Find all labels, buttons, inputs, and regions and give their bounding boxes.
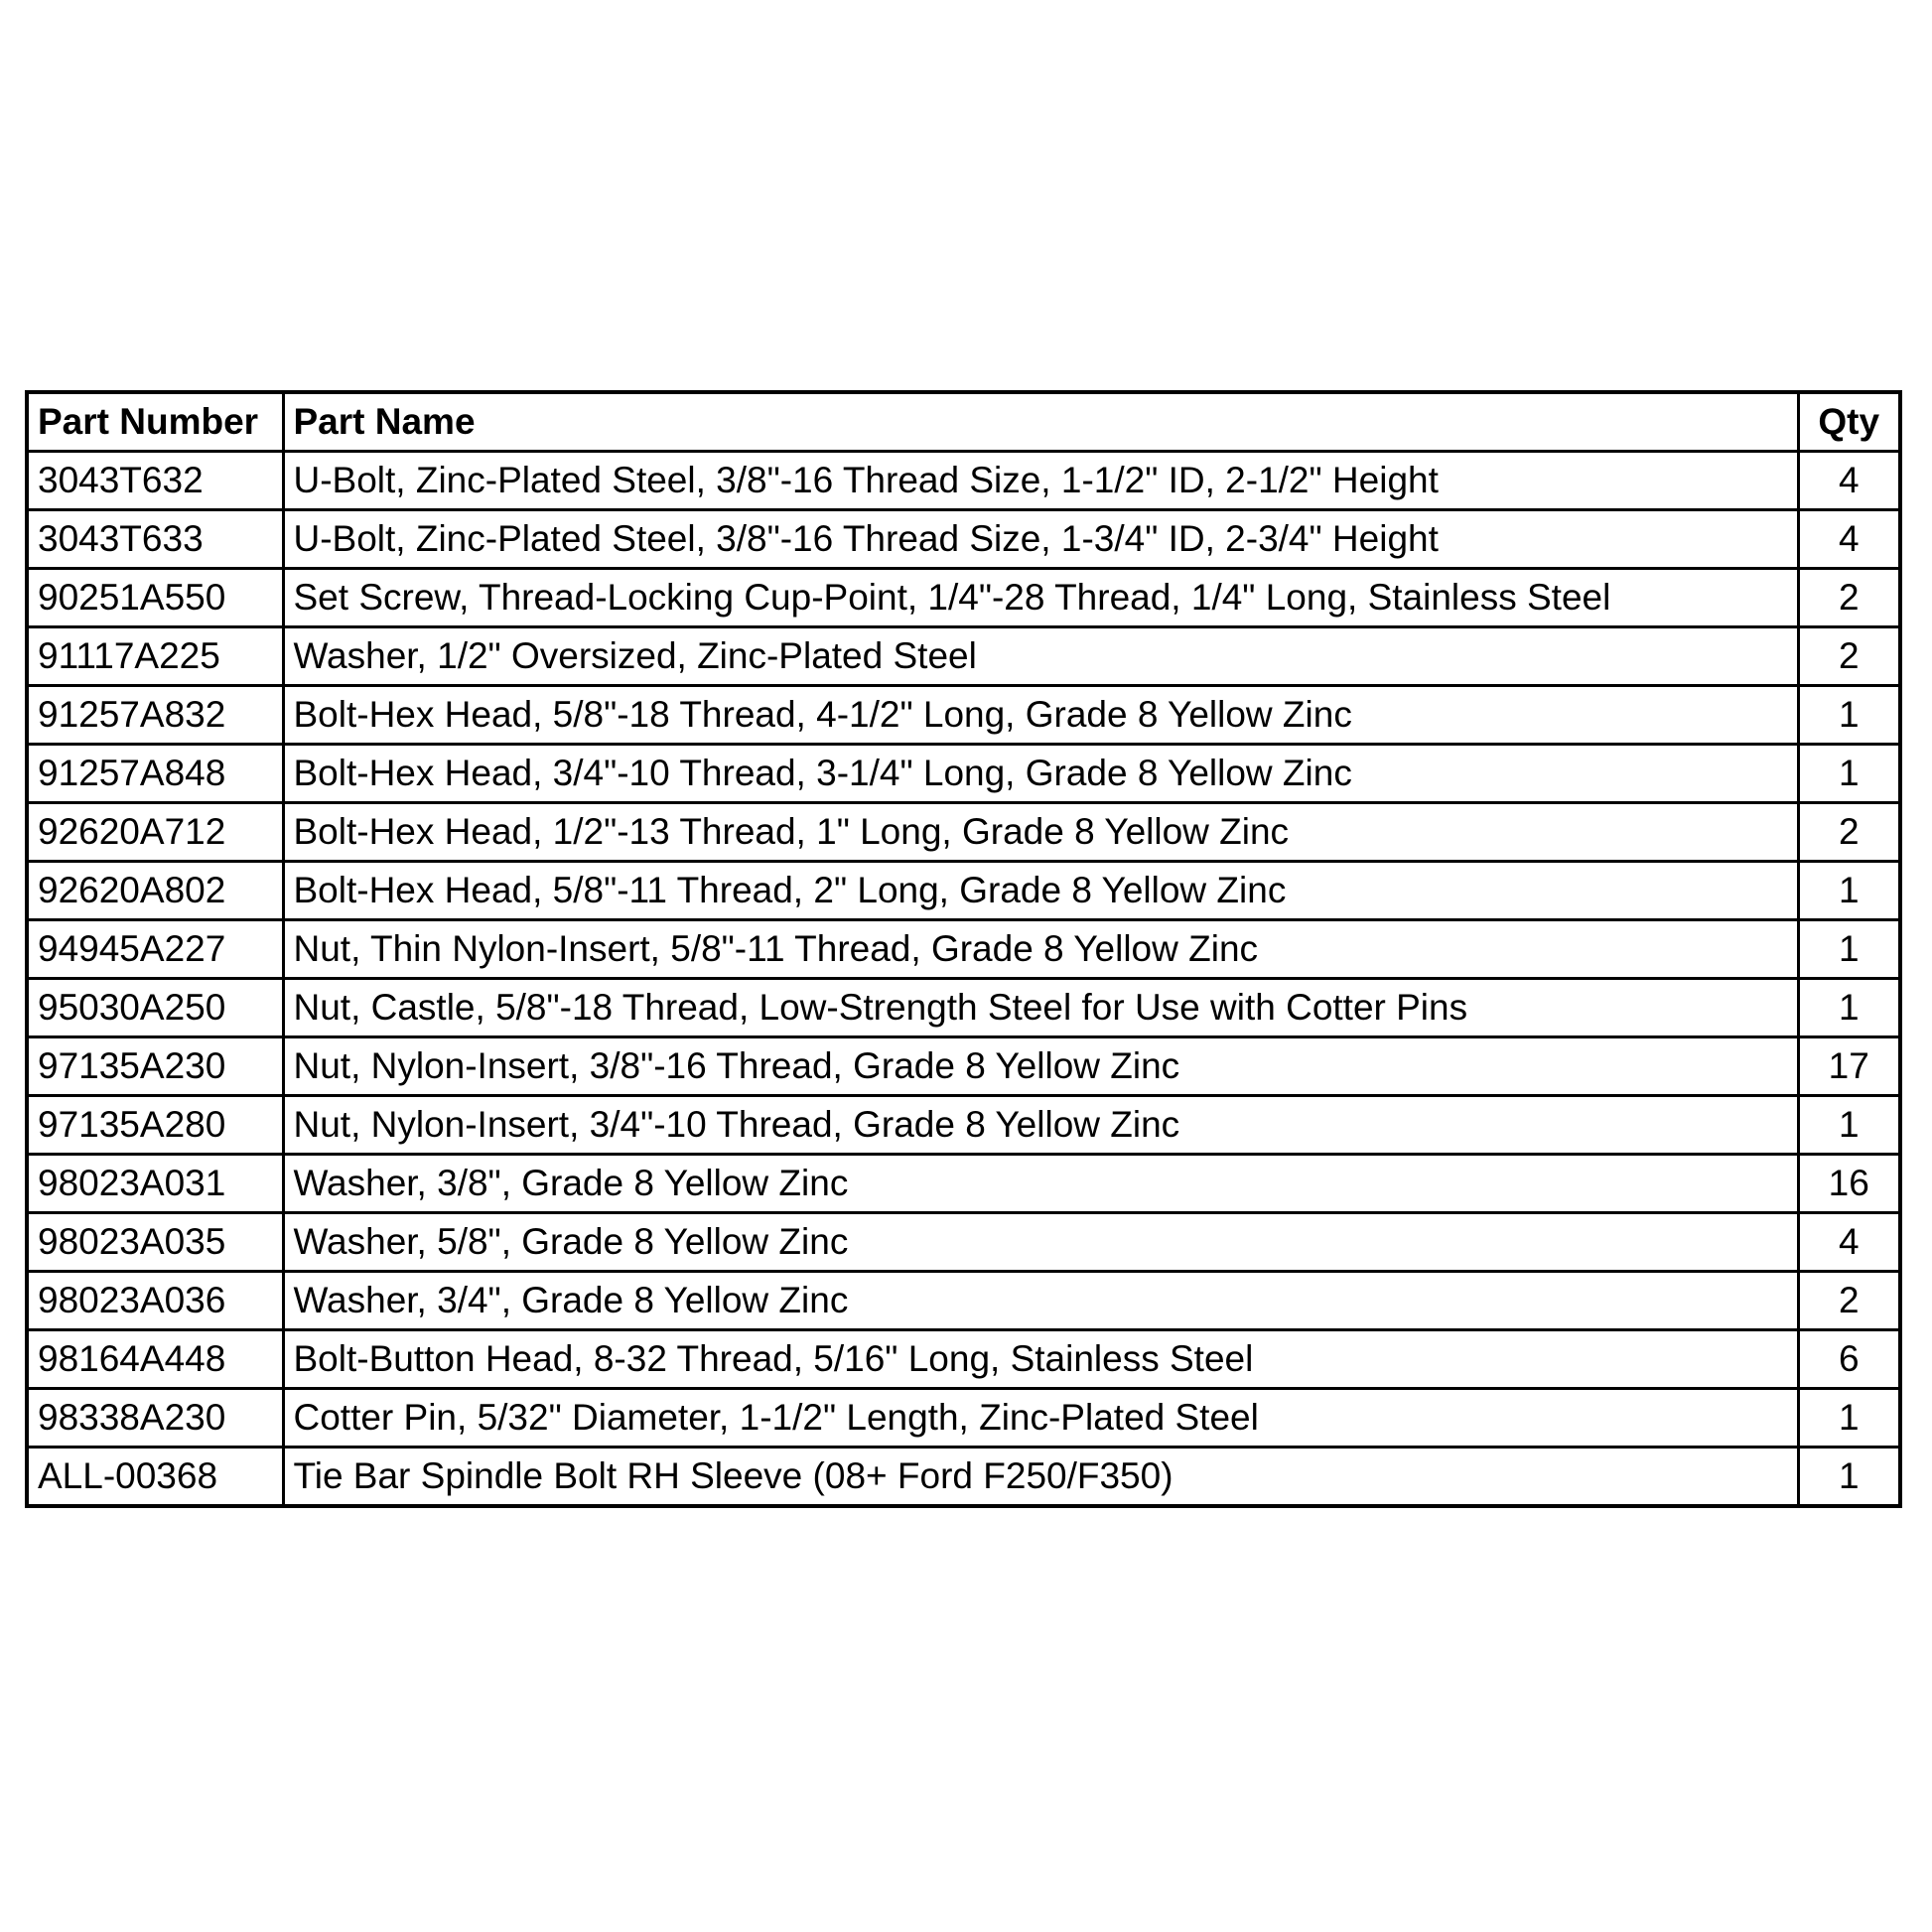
qty-cell: 2 — [1796, 801, 1902, 863]
part-name-cell: Nut, Thin Nylon-Insert, 5/8"-11 Thread, … — [281, 918, 1800, 980]
part-name-cell: Cotter Pin, 5/32" Diameter, 1-1/2" Lengt… — [281, 1387, 1800, 1449]
qty-cell: 1 — [1796, 684, 1902, 746]
qty-cell: 1 — [1796, 860, 1902, 921]
qty-cell: 4 — [1796, 450, 1902, 511]
parts-table: Part Number Part Name Qty 3043T632 U-Bolt… — [25, 390, 1902, 1508]
part-name-cell: Washer, 1/2" Oversized, Zinc-Plated Stee… — [281, 625, 1800, 687]
qty-cell: 2 — [1796, 567, 1902, 628]
part-name-cell: Bolt-Hex Head, 5/8"-11 Thread, 2" Long, … — [281, 860, 1800, 921]
part-name-cell: Bolt-Hex Head, 5/8"-18 Thread, 4-1/2" Lo… — [281, 684, 1800, 746]
table-row: 98164A448 Bolt-Button Head, 8-32 Thread, … — [25, 1328, 1902, 1390]
table-row: 98338A230 Cotter Pin, 5/32" Diameter, 1-1… — [25, 1387, 1902, 1449]
qty-cell: 4 — [1796, 508, 1902, 570]
qty-cell: 17 — [1796, 1035, 1902, 1097]
part-number-cell: 95030A250 — [25, 977, 285, 1038]
part-name-cell: Tie Bar Spindle Bolt RH Sleeve (08+ Ford… — [281, 1446, 1800, 1508]
part-number-cell: 91257A848 — [25, 743, 285, 804]
table-row: 92620A712 Bolt-Hex Head, 1/2"-13 Thread, … — [25, 801, 1902, 863]
table-row: 97135A280 Nut, Nylon-Insert, 3/4"-10 Thre… — [25, 1094, 1902, 1156]
part-number-cell: 98023A036 — [25, 1270, 285, 1331]
table-row: 91117A225 Washer, 1/2" Oversized, Zinc-Pl… — [25, 625, 1902, 687]
part-number-cell: 3043T632 — [25, 450, 285, 511]
table-row: 91257A848 Bolt-Hex Head, 3/4"-10 Thread, … — [25, 743, 1902, 804]
part-name-cell: Washer, 3/8", Grade 8 Yellow Zinc — [281, 1153, 1800, 1214]
table-row: 98023A035 Washer, 5/8", Grade 8 Yellow Zi… — [25, 1211, 1902, 1273]
qty-cell: 1 — [1796, 1094, 1902, 1156]
qty-cell: 16 — [1796, 1153, 1902, 1214]
part-number-cell: 98023A031 — [25, 1153, 285, 1214]
column-header-qty: Qty — [1796, 390, 1902, 453]
table-row: 94945A227 Nut, Thin Nylon-Insert, 5/8"-11… — [25, 918, 1902, 980]
qty-cell: 1 — [1796, 1446, 1902, 1508]
part-name-cell: Bolt-Hex Head, 1/2"-13 Thread, 1" Long, … — [281, 801, 1800, 863]
part-number-cell: 94945A227 — [25, 918, 285, 980]
part-number-cell: 90251A550 — [25, 567, 285, 628]
qty-cell: 2 — [1796, 625, 1902, 687]
part-number-cell: ALL-00368 — [25, 1446, 285, 1508]
part-name-cell: Washer, 5/8", Grade 8 Yellow Zinc — [281, 1211, 1800, 1273]
qty-cell: 1 — [1796, 977, 1902, 1038]
table-row: 3043T633 U-Bolt, Zinc-Plated Steel, 3/8"-… — [25, 508, 1902, 570]
parts-list-region: Part Number Part Name Qty 3043T632 U-Bolt… — [25, 390, 1902, 1508]
part-name-cell: Bolt-Hex Head, 3/4"-10 Thread, 3-1/4" Lo… — [281, 743, 1800, 804]
part-name-cell: U-Bolt, Zinc-Plated Steel, 3/8"-16 Threa… — [281, 508, 1800, 570]
table-row: 95030A250 Nut, Castle, 5/8"-18 Thread, Lo… — [25, 977, 1902, 1038]
part-number-cell: 98023A035 — [25, 1211, 285, 1273]
table-row: 98023A031 Washer, 3/8", Grade 8 Yellow Zi… — [25, 1153, 1902, 1214]
table-row: 97135A230 Nut, Nylon-Insert, 3/8"-16 Thre… — [25, 1035, 1902, 1097]
part-number-cell: 91257A832 — [25, 684, 285, 746]
part-number-cell: 92620A712 — [25, 801, 285, 863]
part-number-cell: 97135A230 — [25, 1035, 285, 1097]
table-row: ALL-00368 Tie Bar Spindle Bolt RH Sleeve … — [25, 1446, 1902, 1508]
qty-cell: 1 — [1796, 743, 1902, 804]
qty-cell: 1 — [1796, 1387, 1902, 1449]
table-row: 92620A802 Bolt-Hex Head, 5/8"-11 Thread, … — [25, 860, 1902, 921]
part-number-cell: 98164A448 — [25, 1328, 285, 1390]
qty-cell: 4 — [1796, 1211, 1902, 1273]
part-name-cell: U-Bolt, Zinc-Plated Steel, 3/8"-16 Threa… — [281, 450, 1800, 511]
part-name-cell: Nut, Nylon-Insert, 3/8"-16 Thread, Grade… — [281, 1035, 1800, 1097]
column-header-part-name: Part Name — [281, 390, 1800, 453]
part-name-cell: Set Screw, Thread-Locking Cup-Point, 1/4… — [281, 567, 1800, 628]
header-row: Part Number Part Name Qty — [25, 390, 1902, 453]
part-name-cell: Nut, Castle, 5/8"-18 Thread, Low-Strengt… — [281, 977, 1800, 1038]
qty-cell: 1 — [1796, 918, 1902, 980]
table-row: 3043T632 U-Bolt, Zinc-Plated Steel, 3/8"-… — [25, 450, 1902, 511]
part-number-cell: 92620A802 — [25, 860, 285, 921]
part-name-cell: Washer, 3/4", Grade 8 Yellow Zinc — [281, 1270, 1800, 1331]
table-row: 98023A036 Washer, 3/4", Grade 8 Yellow Zi… — [25, 1270, 1902, 1331]
part-number-cell: 97135A280 — [25, 1094, 285, 1156]
table-row: 91257A832 Bolt-Hex Head, 5/8"-18 Thread, … — [25, 684, 1902, 746]
part-name-cell: Bolt-Button Head, 8-32 Thread, 5/16" Lon… — [281, 1328, 1800, 1390]
qty-cell: 2 — [1796, 1270, 1902, 1331]
table-row: 90251A550 Set Screw, Thread-Locking Cup-P… — [25, 567, 1902, 628]
table-body: 3043T632 U-Bolt, Zinc-Plated Steel, 3/8"-… — [25, 450, 1902, 1508]
column-header-part-number: Part Number — [25, 390, 285, 453]
part-number-cell: 3043T633 — [25, 508, 285, 570]
qty-cell: 6 — [1796, 1328, 1902, 1390]
part-number-cell: 98338A230 — [25, 1387, 285, 1449]
part-name-cell: Nut, Nylon-Insert, 3/4"-10 Thread, Grade… — [281, 1094, 1800, 1156]
part-number-cell: 91117A225 — [25, 625, 285, 687]
